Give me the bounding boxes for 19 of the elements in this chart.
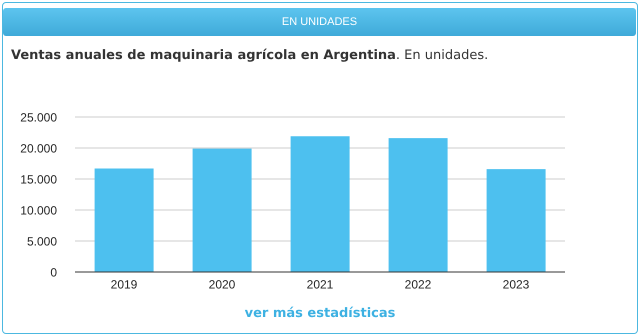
text: ver más estadísticas — [244, 306, 396, 321]
x-tick-label: 2019 — [110, 278, 138, 292]
y-tick-label: 10.000 — [20, 203, 58, 218]
bar — [388, 138, 448, 272]
y-tick-label: 20.000 — [20, 141, 58, 156]
x-tick-label: 2021 — [306, 278, 334, 292]
bar — [486, 169, 546, 272]
x-tick-label: 2020 — [208, 278, 236, 292]
bar — [192, 148, 252, 272]
y-tick-label: 0 — [50, 265, 58, 280]
y-tick-label: 15.000 — [20, 172, 58, 186]
bar — [290, 136, 350, 272]
x-tick-label: 2022 — [404, 278, 432, 292]
chart-subtitle: Ventas anuales de maquinaria agrícola en Argentina. En unidades. — [11, 48, 488, 63]
chart-title: EN UNIDADES — [3, 8, 636, 36]
y-tick-label: 25.000 — [20, 110, 58, 124]
x-tick-label: 2023 — [502, 278, 530, 292]
y-tick-label: 5.000 — [26, 234, 58, 248]
bar — [94, 168, 154, 272]
